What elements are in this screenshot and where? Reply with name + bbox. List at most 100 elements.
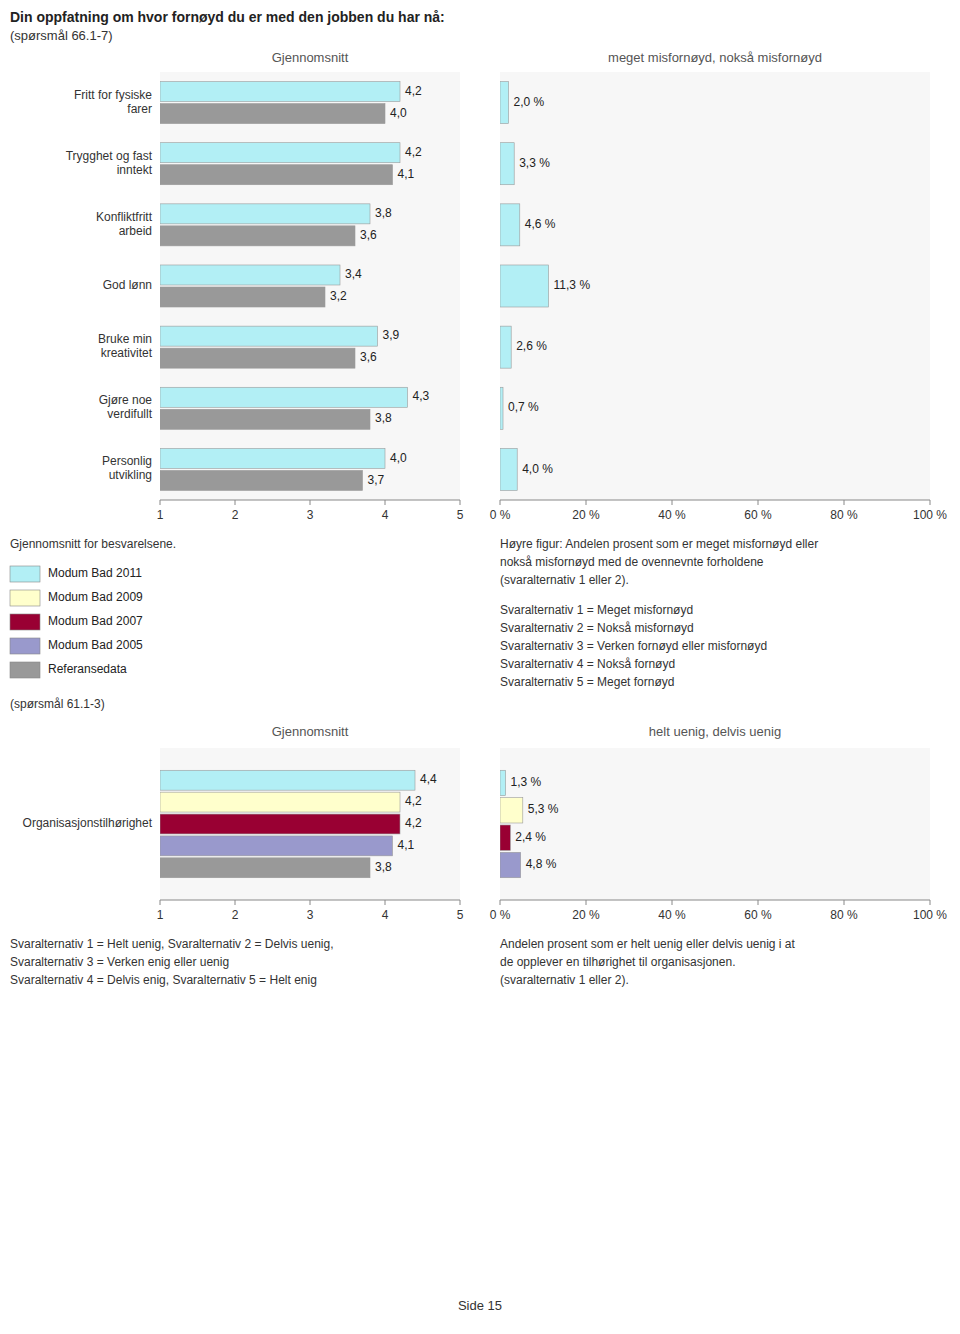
chart: meget misfornøyd, nokså misfornøyd0 %20 … (490, 50, 948, 689)
chart: helt uenig, delvis uenig0 %20 %40 %60 %8… (490, 724, 948, 987)
note: Svaralternativ 1 = Helt uenig, Svaralter… (10, 937, 334, 951)
bars (160, 82, 408, 491)
page-label: Side 15 (458, 1298, 502, 1313)
tick-mark (500, 900, 501, 905)
data-label: 4,2 (405, 794, 422, 808)
note: Svaralternativ 4 = Delvis enig, Svaralte… (10, 973, 317, 987)
page: Din oppfatning om hvor fornøyd du er med… (0, 0, 960, 1334)
tick-label: 3 (307, 508, 314, 522)
tick-label: 80 % (830, 508, 858, 522)
tick-mark (586, 900, 587, 905)
note: Svaralternativ 3 = Verken enig eller uen… (10, 955, 229, 969)
tick-mark (160, 900, 161, 905)
data-label: 3,9 (383, 328, 400, 342)
note: (svaralternativ 1 eller 2). (500, 973, 629, 987)
tick-label: 40 % (658, 508, 686, 522)
data-label: 1,3 % (511, 775, 542, 789)
x-axis (160, 900, 460, 901)
category-label: Trygghet og fastinntekt (66, 149, 153, 177)
data-label: 4,1 (398, 838, 415, 852)
legend-swatch (10, 662, 40, 678)
note: Svaralternativ 2 = Nokså misfornøyd (500, 621, 694, 635)
bar (500, 265, 549, 307)
bars (500, 82, 549, 491)
data-label: 3,8 (375, 206, 392, 220)
bar (160, 409, 370, 429)
note: Svaralternativ 3 = Verken fornøyd eller … (500, 639, 767, 653)
bar (160, 348, 355, 368)
data-label: 3,4 (345, 267, 362, 281)
tick-label: 80 % (830, 908, 858, 922)
bar (160, 387, 408, 407)
x-axis (500, 900, 930, 901)
bar (160, 82, 400, 102)
data-label: 3,2 (330, 289, 347, 303)
tick-label: 1 (157, 908, 164, 922)
labels: 4,44,24,24,13,8 (375, 772, 437, 874)
bar (160, 792, 400, 812)
bar (160, 326, 378, 346)
data-label: 4,3 (413, 389, 430, 403)
note: Svaralternativ 1 = Meget misfornøyd (500, 603, 693, 617)
data-label: 3,7 (368, 473, 385, 487)
tick-mark (160, 500, 161, 505)
data-label: 4,0 % (522, 462, 553, 476)
chart: Gjennomsnitt123454,24,04,24,13,83,63,43,… (10, 50, 464, 711)
data-label: 11,3 % (554, 278, 591, 292)
plot-background (160, 748, 460, 900)
legend-label: Modum Bad 2011 (48, 566, 142, 580)
data-label: 3,6 (360, 228, 377, 242)
bar (500, 143, 514, 185)
tick-label: 4 (382, 908, 389, 922)
tick-mark (930, 900, 931, 905)
bar (160, 165, 393, 185)
chart: Gjennomsnitt123454,44,24,24,13,8Organisa… (10, 724, 464, 987)
tick-mark (310, 500, 311, 505)
tick-mark (930, 500, 931, 505)
tick-label: 0 % (490, 908, 511, 922)
text-line: kreativitet (101, 346, 153, 360)
data-label: 0,7 % (508, 400, 539, 414)
data-label: 4,0 (390, 451, 407, 465)
bar (160, 770, 415, 790)
note: (spørsmål 61.1-3) (10, 697, 105, 711)
data-label: 4,6 % (525, 217, 556, 231)
tick-label: 5 (457, 508, 464, 522)
x-axis (500, 500, 930, 501)
legend-label: Modum Bad 2007 (48, 614, 143, 628)
tick-mark (385, 500, 386, 505)
data-label: 3,6 (360, 350, 377, 364)
legend-swatch (10, 638, 40, 654)
category-label: Bruke minkreativitet (98, 332, 153, 360)
bar (160, 226, 355, 246)
bars (160, 770, 415, 877)
data-label: 4,2 (405, 84, 422, 98)
tick-mark (460, 900, 461, 905)
text-line: Fritt for fysiske (74, 88, 152, 102)
tick-label: 1 (157, 508, 164, 522)
tick-label: 2 (232, 908, 239, 922)
bar (500, 82, 509, 124)
chart-title: helt uenig, delvis uenig (649, 724, 781, 739)
chart-title: Gjennomsnitt (272, 50, 349, 65)
chart-title: meget misfornøyd, nokså misfornøyd (608, 50, 822, 65)
x-axis (160, 500, 460, 501)
labels: 2,0 %3,3 %4,6 %11,3 %2,6 %0,7 %4,0 % (508, 95, 590, 476)
labels: 4,24,04,24,13,83,63,43,23,93,64,33,84,03… (330, 84, 430, 487)
legend-label: Modum Bad 2005 (48, 638, 143, 652)
tick-mark (310, 900, 311, 905)
tick-label: 60 % (744, 508, 772, 522)
legend-swatch (10, 590, 40, 606)
data-label: 2,4 % (515, 830, 546, 844)
data-label: 4,0 (390, 106, 407, 120)
bar (500, 204, 520, 246)
legend-label: Modum Bad 2009 (48, 590, 143, 604)
tick-mark (844, 900, 845, 905)
bar (160, 836, 393, 856)
bar (160, 448, 385, 468)
page-title: Din oppfatning om hvor fornøyd du er med… (10, 9, 445, 25)
data-label: 3,8 (375, 860, 392, 874)
page-subtitle: (spørsmål 66.1-7) (10, 28, 113, 43)
data-label: 2,6 % (516, 339, 547, 353)
category-label: God lønn (103, 278, 152, 292)
